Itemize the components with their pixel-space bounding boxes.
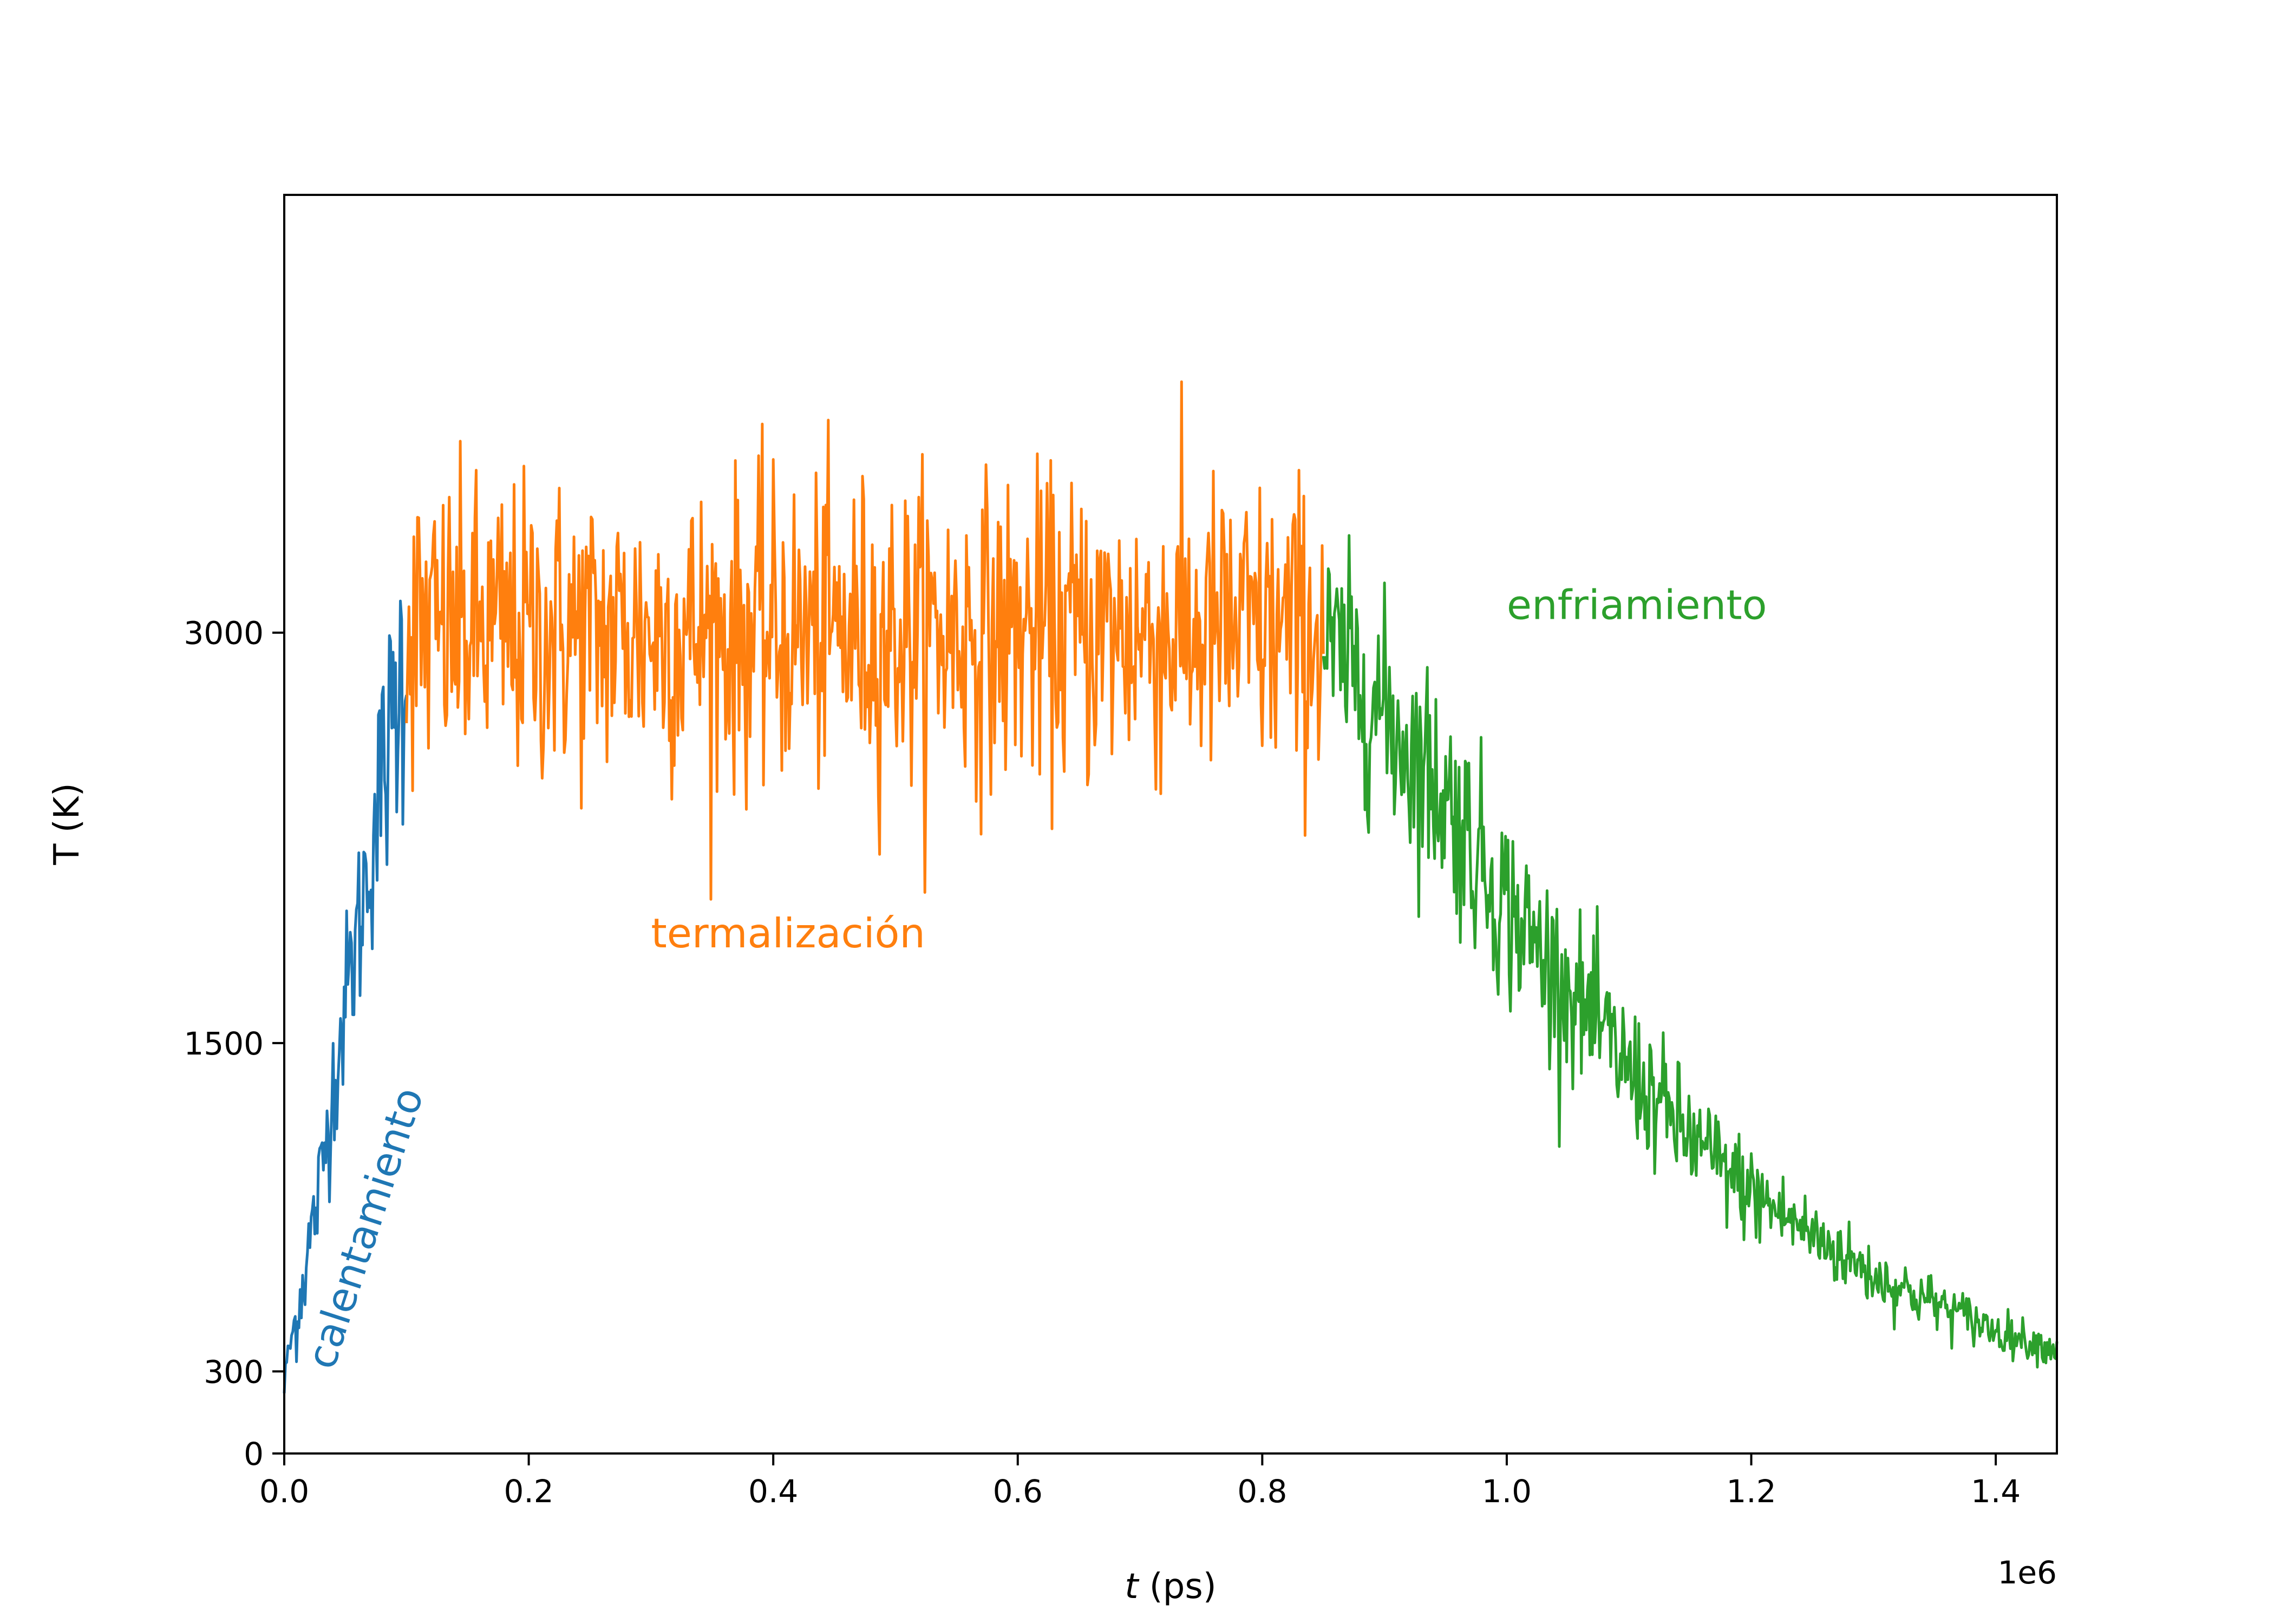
x-tick-label: 1.0 (1482, 1473, 1532, 1510)
x-axis-label: t (ps) (1125, 1567, 1216, 1607)
x-axis: 0.0 0.2 0.4 0.6 0.8 1.0 1.2 1.4 (259, 1453, 2021, 1510)
x-tick-label: 0.8 (1237, 1473, 1287, 1510)
series-line-2 (1322, 534, 2059, 1368)
x-axis-offset: 1e6 (1998, 1554, 2057, 1591)
series-line-1 (405, 380, 1325, 901)
series-line-0 (283, 599, 408, 1393)
plot-frame (283, 194, 2058, 1455)
x-tick-label: 1.4 (1971, 1473, 2021, 1510)
x-tick-label: 0.4 (748, 1473, 798, 1510)
x-tick-label: 0.6 (993, 1473, 1043, 1510)
x-axis-unit: (ps) (1138, 1567, 1216, 1607)
x-axis-variable: t (1125, 1567, 1140, 1607)
y-tick-label: 300 (204, 1353, 264, 1390)
y-tick-label: 3000 (184, 615, 264, 652)
y-axis: 0 300 1500 3000 (184, 615, 284, 1472)
y-axis-label: T (K) (47, 783, 87, 865)
x-tick-label: 0.0 (259, 1473, 309, 1510)
annotation-label: termalización (651, 909, 925, 957)
y-tick-label: 1500 (184, 1025, 264, 1062)
y-tick-label: 0 (244, 1436, 264, 1472)
series-layer (283, 380, 2059, 1393)
annotation-label: enfriamiento (1507, 581, 1767, 628)
x-tick-label: 1.2 (1726, 1473, 1776, 1510)
x-tick-label: 0.2 (504, 1473, 553, 1510)
